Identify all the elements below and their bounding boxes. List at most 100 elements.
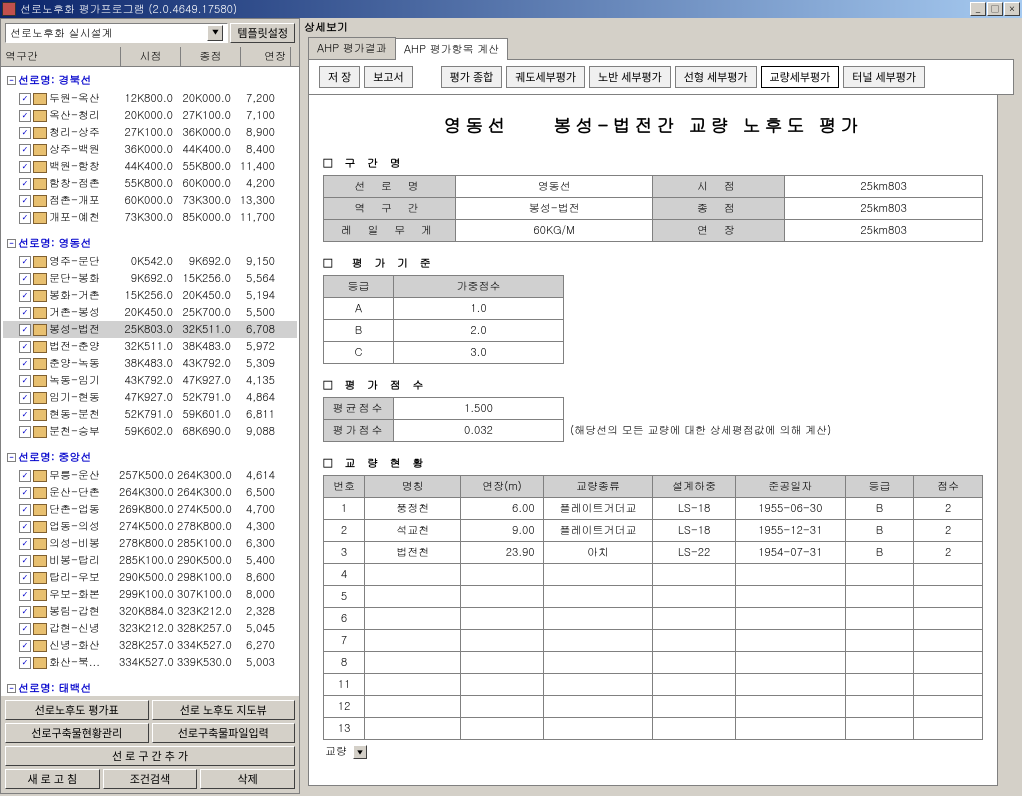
track-detail-button[interactable]: 궤도세부평가	[506, 66, 585, 88]
eval-table-button[interactable]: 선로노후도 평가표	[5, 700, 149, 720]
checkbox[interactable]: ✓	[19, 589, 31, 601]
checkbox[interactable]: ✓	[19, 657, 31, 669]
save-button[interactable]: 저 장	[319, 66, 360, 88]
checkbox[interactable]: ✓	[19, 426, 31, 438]
tree-row[interactable]: ✓현동-분천52K791.059K601.06,811	[3, 406, 297, 423]
roadbed-detail-button[interactable]: 노반 세부평가	[589, 66, 671, 88]
refresh-button[interactable]: 새 로 고 침	[5, 769, 100, 789]
bridge-row[interactable]: 1풍정천6.00플레이트거더교LS-181955-06-30B2	[324, 498, 983, 520]
tree-row[interactable]: ✓화산-북...334K527.0339K530.05,003	[3, 654, 297, 671]
tab-ahp-result[interactable]: AHP 평가결과	[308, 37, 396, 59]
bridge-row[interactable]: 13	[324, 718, 983, 740]
checkbox[interactable]: ✓	[19, 606, 31, 618]
checkbox[interactable]: ✓	[19, 504, 31, 516]
checkbox[interactable]: ✓	[19, 290, 31, 302]
structure-manage-button[interactable]: 선로구축물현황관리	[5, 723, 149, 743]
expand-icon[interactable]: -	[7, 239, 16, 248]
checkbox[interactable]: ✓	[19, 358, 31, 370]
tree-row[interactable]: ✓춘양-녹동38K483.043K792.05,309	[3, 355, 297, 372]
footer-dropdown[interactable]: ▼	[353, 745, 367, 759]
bridge-row[interactable]: 11	[324, 674, 983, 696]
checkbox[interactable]: ✓	[19, 392, 31, 404]
checkbox[interactable]: ✓	[19, 538, 31, 550]
tree-row[interactable]: ✓법전-춘양32K511.038K483.05,972	[3, 338, 297, 355]
tree-row[interactable]: ✓운산-단촌264K300.0264K300.06,500	[3, 484, 297, 501]
tunnel-detail-button[interactable]: 터널 세부평가	[843, 66, 925, 88]
expand-icon[interactable]: -	[7, 76, 16, 85]
tree-row[interactable]: ✓옥산-청리20K000.027K100.07,100	[3, 107, 297, 124]
checkbox[interactable]: ✓	[19, 144, 31, 156]
tree-row[interactable]: ✓의성-비봉278K800.0285K100.06,300	[3, 535, 297, 552]
checkbox[interactable]: ✓	[19, 341, 31, 353]
bridge-row[interactable]: 2석교천9.00플레이트거더교LS-181955-12-31B2	[324, 520, 983, 542]
checkbox[interactable]: ✓	[19, 555, 31, 567]
checkbox[interactable]: ✓	[19, 178, 31, 190]
tree-row[interactable]: ✓임기-현동47K927.052K791.04,864	[3, 389, 297, 406]
tree-row[interactable]: ✓비봉-탑리285K100.0290K500.05,400	[3, 552, 297, 569]
tree-row[interactable]: ✓개포-예천73K300.085K000.011,700	[3, 209, 297, 226]
checkbox[interactable]: ✓	[19, 212, 31, 224]
bridge-row[interactable]: 5	[324, 586, 983, 608]
tree-row[interactable]: ✓거촌-봉성20K450.025K700.05,500	[3, 304, 297, 321]
checkbox[interactable]: ✓	[19, 521, 31, 533]
tree-body[interactable]: -선로명: 경북선✓두원-옥산12K800.020K000.07,200✓옥산-…	[1, 67, 299, 696]
tree-group-title[interactable]: -선로명: 영동선	[3, 234, 297, 253]
template-settings-button[interactable]: 템플릿설정	[230, 23, 295, 43]
maximize-button[interactable]: □	[987, 2, 1003, 16]
tree-row[interactable]: ✓갑현-신녕323K212.0328K257.05,045	[3, 620, 297, 637]
tree-row[interactable]: ✓단촌-업동269K800.0274K500.04,700	[3, 501, 297, 518]
tree-row[interactable]: ✓무릉-운산257K500.0264K300.04,614	[3, 467, 297, 484]
close-button[interactable]: ×	[1004, 2, 1020, 16]
tree-group-title[interactable]: -선로명: 중앙선	[3, 448, 297, 467]
tree-group-title[interactable]: -선로명: 경북선	[3, 71, 297, 90]
tree-row[interactable]: ✓문단-봉화9K692.015K256.05,564	[3, 270, 297, 287]
design-combo[interactable]: 선로노후화 실시설계 ▼	[5, 23, 228, 43]
alignment-detail-button[interactable]: 선형 세부평가	[675, 66, 757, 88]
tree-row[interactable]: ✓신녕-화산328K257.0334K527.06,270	[3, 637, 297, 654]
tree-row[interactable]: ✓영주-문단0K542.09K692.09,150	[3, 253, 297, 270]
bridge-row[interactable]: 6	[324, 608, 983, 630]
tree-row[interactable]: ✓봉림-갑현320K884.0323K212.02,328	[3, 603, 297, 620]
tree-row[interactable]: ✓업동-의성274K500.0278K800.04,300	[3, 518, 297, 535]
tree-row[interactable]: ✓함창-점촌55K800.060K000.04,200	[3, 175, 297, 192]
expand-icon[interactable]: -	[7, 684, 16, 693]
structure-file-button[interactable]: 선로구축물파일입력	[152, 723, 296, 743]
bridge-row[interactable]: 7	[324, 630, 983, 652]
search-button[interactable]: 조건검색	[103, 769, 198, 789]
checkbox[interactable]: ✓	[19, 409, 31, 421]
tree-row[interactable]: ✓분천-승부59K602.068K690.09,088	[3, 423, 297, 440]
checkbox[interactable]: ✓	[19, 640, 31, 652]
minimize-button[interactable]: _	[970, 2, 986, 16]
tree-row[interactable]: ✓청리-상주27K100.036K000.08,900	[3, 124, 297, 141]
tree-row[interactable]: ✓우보-화본299K100.0307K100.08,000	[3, 586, 297, 603]
tree-row[interactable]: ✓탑리-우보290K500.0298K100.08,600	[3, 569, 297, 586]
checkbox[interactable]: ✓	[19, 256, 31, 268]
tab-ahp-calc[interactable]: AHP 평가항목 계산	[395, 38, 508, 60]
checkbox[interactable]: ✓	[19, 273, 31, 285]
checkbox[interactable]: ✓	[19, 307, 31, 319]
checkbox[interactable]: ✓	[19, 623, 31, 635]
bridge-row[interactable]: 12	[324, 696, 983, 718]
checkbox[interactable]: ✓	[19, 470, 31, 482]
bridge-row[interactable]: 4	[324, 564, 983, 586]
report-button[interactable]: 보고서	[364, 66, 412, 88]
checkbox[interactable]: ✓	[19, 161, 31, 173]
eval-summary-button[interactable]: 평가 종합	[441, 66, 503, 88]
tree-group-title[interactable]: -선로명: 태백선	[3, 679, 297, 696]
checkbox[interactable]: ✓	[19, 375, 31, 387]
tree-row[interactable]: ✓녹동-임기43K792.047K927.04,135	[3, 372, 297, 389]
bridge-row[interactable]: 3법전천23.90아치LS-221954-07-31B2	[324, 542, 983, 564]
checkbox[interactable]: ✓	[19, 487, 31, 499]
tree-row[interactable]: ✓봉성-법전25K803.032K511.06,708	[3, 321, 297, 338]
checkbox[interactable]: ✓	[19, 93, 31, 105]
expand-icon[interactable]: -	[7, 453, 16, 462]
checkbox[interactable]: ✓	[19, 195, 31, 207]
bridge-detail-button[interactable]: 교량세부평가	[761, 66, 840, 88]
tree-row[interactable]: ✓봉화-거촌15K256.020K450.05,194	[3, 287, 297, 304]
add-section-button[interactable]: 선 로 구 간 추 가	[5, 746, 295, 766]
delete-button[interactable]: 삭제	[200, 769, 295, 789]
scrollbar-vertical[interactable]	[1006, 95, 1022, 794]
tree-row[interactable]: ✓점촌-개포60K000.073K300.013,300	[3, 192, 297, 209]
checkbox[interactable]: ✓	[19, 110, 31, 122]
tree-row[interactable]: ✓백원-함창44K400.055K800.011,400	[3, 158, 297, 175]
